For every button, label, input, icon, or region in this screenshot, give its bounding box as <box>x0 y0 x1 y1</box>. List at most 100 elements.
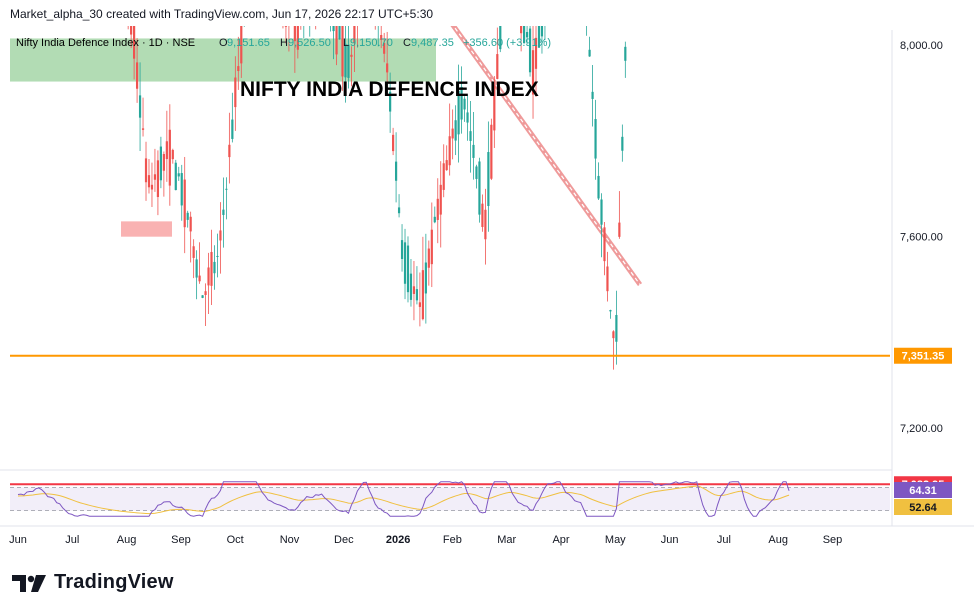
candle-body <box>448 136 451 166</box>
downtrend-channel <box>450 26 643 287</box>
tradingview-logo: TradingView <box>12 571 174 594</box>
candle-body <box>216 255 219 257</box>
candle-body <box>427 248 430 268</box>
candle-body <box>481 203 484 227</box>
candle-body <box>496 54 499 79</box>
candle-body <box>466 112 469 123</box>
candle-body <box>603 227 606 262</box>
candle-body <box>472 144 475 158</box>
candle-body <box>463 98 466 110</box>
candle-body <box>409 273 413 300</box>
candle-body <box>537 26 541 48</box>
legend-h-label: H <box>280 37 288 49</box>
candle-body <box>445 160 448 171</box>
candle-body <box>499 26 502 50</box>
candle-body <box>451 128 454 139</box>
candle-body <box>588 49 591 57</box>
rsi-pane[interactable]: 64.31 52.64 <box>0 469 952 526</box>
brand-name: TradingView <box>54 571 174 593</box>
candle-body <box>133 26 136 59</box>
candle-body <box>284 26 288 27</box>
candle-body <box>528 28 532 73</box>
candle-body <box>237 66 240 72</box>
candle-body <box>484 209 487 240</box>
rsi-band <box>10 487 890 511</box>
candle-body <box>380 35 383 40</box>
legend-o-label: O <box>219 37 228 49</box>
candle-body <box>534 37 538 69</box>
candle-body <box>624 46 627 61</box>
candle-body <box>171 149 174 160</box>
candle-body <box>591 91 594 99</box>
price-axis[interactable]: 11,200.0010,800.0010,400.0010,000.009,60… <box>891 26 949 556</box>
time-tick-label: Jun <box>9 534 27 546</box>
legend-c-value: 9,487.35 <box>411 37 454 49</box>
candle-body <box>192 246 195 258</box>
time-tick-label: Sep <box>823 534 843 546</box>
candle-body <box>296 26 299 50</box>
candle-body <box>210 251 213 286</box>
time-axis[interactable]: Jun Jul Aug Sep Oct Nov Dec 2026 Feb Mar Apr May Jun… <box>0 525 974 546</box>
candle-body <box>183 179 186 228</box>
candle-body <box>490 124 493 179</box>
support-zone <box>121 221 172 237</box>
candle-body <box>615 314 618 342</box>
candle-body <box>412 286 416 294</box>
candle-body <box>418 302 422 307</box>
candle-body <box>493 85 496 131</box>
price-tick-label: 7,600.00 <box>900 232 943 244</box>
candle-body <box>436 198 439 220</box>
candle-body <box>332 26 335 32</box>
candle-body <box>606 266 609 292</box>
time-tick-label: Aug <box>117 534 137 546</box>
candle-body <box>207 267 210 286</box>
candle-body <box>341 26 344 77</box>
candle-body <box>487 152 490 207</box>
time-tick-label: Jul <box>717 534 731 546</box>
candle-body <box>392 134 395 152</box>
candle-body <box>150 184 154 190</box>
candle-body <box>159 146 162 181</box>
candle-body <box>353 26 356 43</box>
candle-body <box>523 26 526 44</box>
legend-o-value: 9,151.65 <box>227 37 270 49</box>
legend-c-label: C <box>403 37 411 49</box>
candle-body <box>219 230 222 241</box>
candle-body <box>153 174 157 180</box>
level-tag <box>894 347 952 364</box>
candle-body <box>430 229 433 265</box>
candle-body <box>350 54 353 57</box>
candle-body <box>389 91 392 112</box>
candle-body <box>618 222 621 237</box>
rsi-value-label: 64.31 <box>909 485 937 497</box>
price-chart[interactable]: Nifty India Defence Index · 1D · NSE O 9… <box>0 26 974 556</box>
tradingview-logo-icon <box>12 574 46 592</box>
candle-body <box>135 62 139 89</box>
candle-body <box>383 42 386 54</box>
horizontal-levels <box>10 354 890 486</box>
time-tick-label: Dec <box>334 534 354 546</box>
candle-body <box>540 26 544 37</box>
candle-body <box>335 26 338 55</box>
candle-body <box>439 184 442 215</box>
candle-body <box>195 259 198 278</box>
candle-body <box>525 32 529 38</box>
candle-body <box>344 43 347 78</box>
candle-body <box>609 310 612 312</box>
level-tag-label: 7,351.35 <box>902 351 945 363</box>
candle-body <box>147 175 151 188</box>
time-tick-label: May <box>605 534 626 546</box>
candle-body <box>454 120 457 141</box>
candle-body <box>225 188 228 190</box>
candle-body <box>457 90 460 135</box>
candle-body <box>403 242 407 284</box>
candle-body <box>338 26 341 40</box>
candle-body <box>144 158 148 183</box>
legend-symbol: Nifty India Defence Index · 1D · NSE <box>16 37 195 49</box>
creator-caption: Market_alpha_30 created with TradingView… <box>10 7 434 21</box>
price-tick-label: 8,000.00 <box>900 40 943 52</box>
candle-body <box>204 291 207 295</box>
rsi-ma-line <box>17 485 790 515</box>
candle-body <box>460 86 463 120</box>
time-tick-label: 2026 <box>386 534 410 546</box>
